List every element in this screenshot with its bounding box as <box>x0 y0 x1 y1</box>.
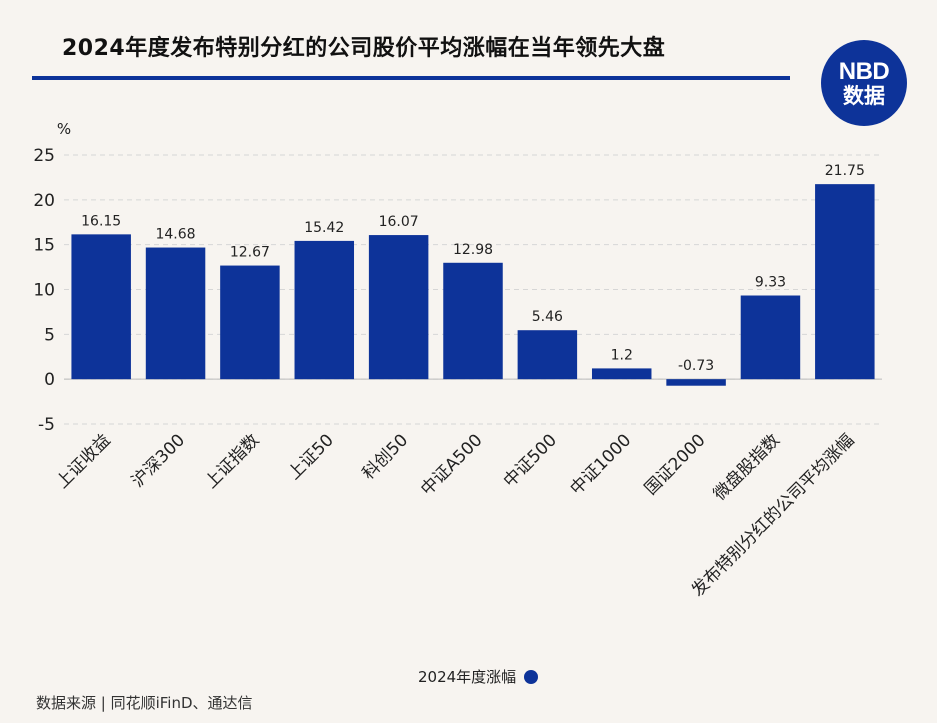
x-tick-label: 科创50 <box>359 430 412 483</box>
logo-text-bottom: 数据 <box>843 83 885 108</box>
y-tick-label: 20 <box>33 191 55 211</box>
bar-value-label: 14.68 <box>155 227 195 243</box>
nbd-logo: NBD 数据 <box>821 40 907 126</box>
bar-3 <box>294 240 355 380</box>
x-tick-label: 微盘股指数 <box>710 430 784 504</box>
bar-7 <box>591 368 652 380</box>
x-tick-label: 国证2000 <box>641 430 710 499</box>
bar-9 <box>740 295 801 380</box>
x-tick-label: 中证A500 <box>417 430 486 499</box>
x-tick-label: 上证50 <box>284 430 337 483</box>
bar-value-label: -0.73 <box>678 358 714 374</box>
x-tick-label: 中证1000 <box>566 430 635 499</box>
x-tick-label: 沪深300 <box>128 430 189 491</box>
y-tick-label: 5 <box>44 325 55 345</box>
bar-8 <box>666 379 726 386</box>
bar-value-label: 1.2 <box>611 347 633 363</box>
bar-6 <box>517 330 578 380</box>
x-tick-label: 中证500 <box>500 430 561 491</box>
title-underline <box>32 76 790 80</box>
x-tick-label: 发布特别分红的公司平均涨幅 <box>688 430 858 600</box>
bar-5 <box>443 262 503 380</box>
y-tick-label: -5 <box>38 415 55 435</box>
bar-10 <box>815 184 875 380</box>
chart-title: 2024年度发布特别分红的公司股价平均涨幅在当年领先大盘 <box>62 36 666 61</box>
y-tick-label: 15 <box>33 236 55 256</box>
legend-label: 2024年度涨幅 <box>418 668 517 686</box>
bar-0 <box>71 234 131 380</box>
data-source-note: 数据来源 | 同花顺iFinD、通达信 <box>36 694 253 712</box>
y-tick-label: 25 <box>33 146 55 166</box>
bar-value-label: 12.98 <box>453 242 493 258</box>
bar-1 <box>145 247 206 380</box>
y-axis-unit: % <box>57 120 71 138</box>
bar-4 <box>368 235 429 380</box>
bar-value-label: 15.42 <box>304 220 344 236</box>
bar-chart: %25 20 15 10 5 0 -5 16.15 上证收益 14.68 沪深300 12.67 上证指… <box>33 120 882 601</box>
bar-value-label: 5.46 <box>532 309 563 325</box>
chart-legend: 2024年度涨幅 <box>418 666 539 687</box>
bar-2 <box>220 265 280 380</box>
logo-text-top: NBD <box>838 58 890 86</box>
bar-value-label: 21.75 <box>825 163 865 179</box>
y-tick-label: 10 <box>33 281 55 301</box>
bar-value-label: 9.33 <box>755 275 786 291</box>
x-tick-label: 上证收益 <box>52 430 114 492</box>
legend-swatch <box>524 669 539 684</box>
y-tick-label: 0 <box>44 370 55 390</box>
bar-value-label: 12.67 <box>230 245 270 261</box>
bar-value-label: 16.07 <box>379 214 419 230</box>
x-tick-label: 上证指数 <box>201 430 263 492</box>
bar-value-label: 16.15 <box>81 213 121 229</box>
